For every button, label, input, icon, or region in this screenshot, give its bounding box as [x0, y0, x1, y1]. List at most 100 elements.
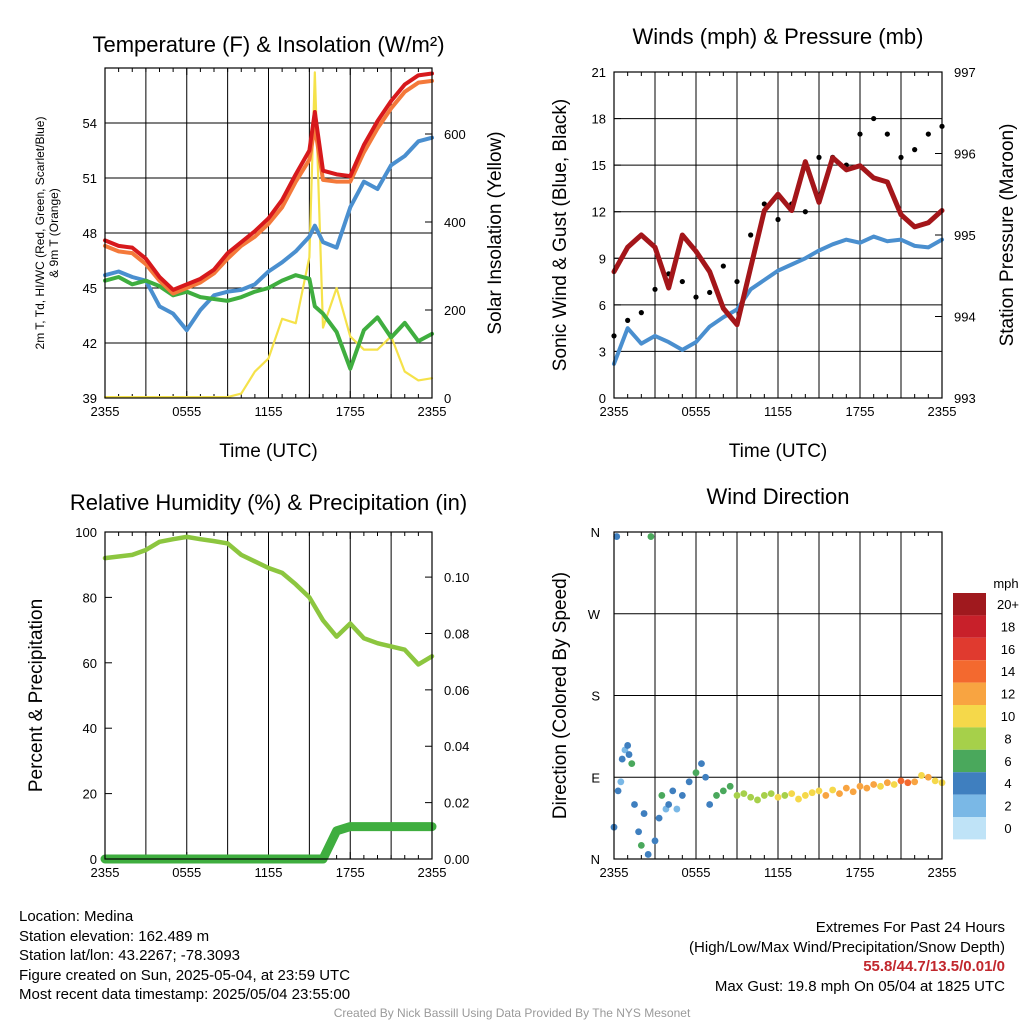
- direction-point: [702, 773, 709, 781]
- x-tick-label: 1155: [764, 404, 792, 419]
- colorbar-swatch: [953, 593, 986, 616]
- colorbar-label: 4: [1004, 776, 1011, 791]
- direction-point: [673, 805, 681, 813]
- direction-point: [665, 801, 673, 808]
- y-tick-label: E: [591, 770, 600, 785]
- y2-tick-label: 0: [444, 391, 451, 406]
- x-tick-label: 0555: [172, 865, 201, 880]
- direction-point: [897, 777, 905, 785]
- y2-tick-label: 0.00: [444, 852, 469, 867]
- direction-point: [774, 793, 782, 801]
- gust-point: [720, 263, 726, 269]
- y2-tick-label: 994: [954, 310, 976, 325]
- gust-point: [693, 294, 699, 300]
- x-tick-label: 2355: [600, 404, 629, 419]
- x-tick-label: 2355: [418, 865, 447, 880]
- y-tick-label: S: [591, 689, 600, 704]
- panel-4: 2355 0555 1155 1755 2355 Wind Direction N E S W N D…: [550, 484, 956, 880]
- direction-point: [760, 792, 768, 799]
- direction-point: [618, 755, 626, 763]
- x-tick-label: 2355: [418, 404, 447, 419]
- direction-point: [669, 787, 677, 795]
- x-tick-label: 2355: [928, 865, 957, 880]
- direction-point: [685, 778, 693, 786]
- y-tick-label: 12: [592, 205, 606, 220]
- direction-point: [719, 787, 727, 795]
- colorbar-label: 6: [1004, 754, 1011, 769]
- y-tick-label: 39: [83, 391, 97, 406]
- panel-1: 2355 0555 1155 1755 2355 Temperature (F) & In…: [33, 32, 506, 462]
- y-axis-label: Direction (Colored By Speed): [550, 572, 571, 819]
- extremes-values: 55.8/44.7/13.5/0.01/0: [863, 958, 1005, 975]
- y-tick-label: 6: [599, 298, 606, 313]
- y2-tick-label: 0.04: [444, 739, 469, 754]
- gust-point: [912, 147, 918, 153]
- direction-point: [815, 787, 823, 795]
- extremes-subtitle: (High/Low/Max Wind/Precipitation/Snow De…: [689, 938, 1005, 956]
- direction-point: [651, 837, 659, 845]
- direction-point: [613, 533, 621, 540]
- figure-created: Figure created on Sun, 2025-05-04, at 23…: [19, 966, 351, 984]
- y-tick-label: 80: [83, 590, 97, 605]
- direction-point: [836, 790, 843, 797]
- direction-point: [747, 793, 755, 801]
- series-temp-9m: [103, 78, 434, 296]
- direction-point: [870, 781, 878, 788]
- direction-point: [733, 792, 741, 799]
- gust-point: [871, 115, 877, 122]
- direction-point: [911, 778, 919, 786]
- x-tick-label: 0555: [682, 404, 711, 419]
- direction-point: [713, 792, 720, 799]
- x-tick-label: 1155: [764, 865, 792, 880]
- direction-point: [788, 790, 796, 797]
- y2-tick-label: 997: [954, 65, 976, 80]
- y-tick-label: 40: [83, 721, 97, 736]
- series-sonic-wind: [612, 234, 944, 366]
- colorbar-swatch: [953, 794, 986, 817]
- direction-point: [647, 533, 655, 540]
- gust-point: [734, 278, 740, 285]
- direction-point: [808, 789, 816, 797]
- direction-point: [767, 790, 775, 797]
- x-axis-label: Time (UTC): [219, 441, 318, 462]
- y-tick-label: 42: [83, 336, 97, 351]
- y2-tick-label: 0.02: [444, 796, 469, 811]
- y-tick-label: 21: [592, 65, 606, 80]
- direction-point: [655, 814, 663, 822]
- colorbar-swatch: [953, 660, 986, 683]
- colorbar-swatch: [953, 727, 986, 750]
- direction-point: [631, 801, 638, 808]
- panel-3: 2355 0555 1155 1755 2355 Relative Humidity (%…: [26, 490, 469, 880]
- direction-point: [637, 841, 645, 849]
- gust-point: [748, 232, 754, 238]
- x-tick-label: 2355: [91, 404, 120, 419]
- y2-tick-label: 200: [444, 303, 466, 318]
- gust-point: [816, 154, 822, 160]
- y2-tick-label: 995: [954, 228, 976, 243]
- y-tick-label: N: [591, 525, 600, 540]
- direction-point: [625, 751, 633, 758]
- colorbar-swatch: [953, 772, 986, 795]
- x-axis-label: Time (UTC): [729, 441, 828, 462]
- x-tick-label: 1755: [336, 404, 365, 419]
- direction-point: [856, 782, 864, 790]
- direction-point: [614, 787, 622, 795]
- y2-tick-label: 0.06: [444, 683, 469, 698]
- direction-point: [822, 792, 830, 799]
- direction-point: [829, 786, 837, 794]
- direction-point: [842, 784, 850, 792]
- colorbar-swatch: [953, 615, 986, 638]
- series-station-pressure: [611, 155, 945, 328]
- y-tick-label: N: [591, 852, 600, 867]
- x-tick-label: 2355: [600, 865, 629, 880]
- panel-title: Relative Humidity (%) & Precipitation (i…: [70, 490, 467, 515]
- direction-point: [801, 792, 809, 799]
- x-tick-label: 1755: [846, 404, 875, 419]
- direction-point: [931, 777, 939, 785]
- direction-point: [640, 810, 648, 817]
- direction-point: [883, 779, 891, 787]
- gust-point: [638, 310, 644, 316]
- y-axis-label: Sonic Wind & Gust (Blue, Black): [550, 99, 571, 371]
- direction-point: [628, 760, 636, 768]
- y-tick-label: 45: [83, 281, 97, 296]
